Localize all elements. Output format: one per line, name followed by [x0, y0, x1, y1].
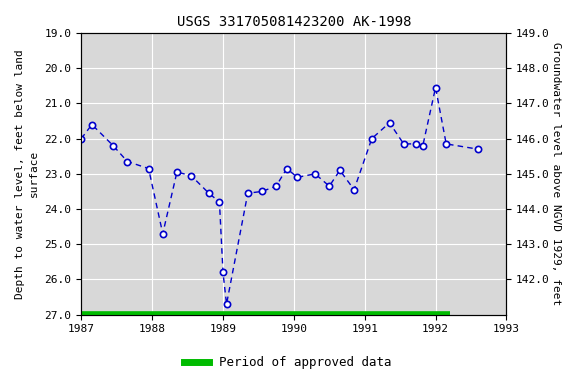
Title: USGS 331705081423200 AK-1998: USGS 331705081423200 AK-1998	[177, 15, 411, 29]
Legend: Period of approved data: Period of approved data	[179, 351, 397, 374]
Y-axis label: Depth to water level, feet below land
surface: Depth to water level, feet below land su…	[15, 49, 39, 299]
Y-axis label: Groundwater level above NGVD 1929, feet: Groundwater level above NGVD 1929, feet	[551, 42, 561, 305]
